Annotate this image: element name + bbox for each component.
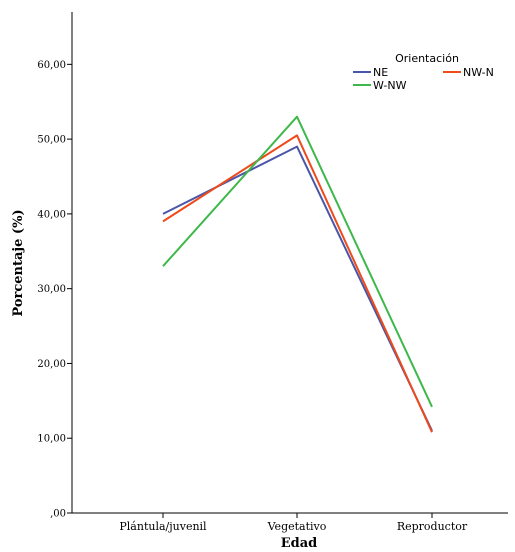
y-tick-label: 30,00: [37, 284, 66, 295]
legend-label: NE: [373, 66, 388, 79]
y-tick-label: 50,00: [37, 135, 66, 146]
legend-label: NW-N: [463, 66, 494, 79]
x-tick-label: Plántula/juvenil: [119, 520, 207, 533]
y-tick-label: 20,00: [37, 359, 66, 370]
x-tick-label: Vegetativo: [267, 520, 327, 533]
y-tick-label: 60,00: [37, 60, 66, 71]
series-line-nw-n: [162, 134, 433, 433]
legend-label: W-NW: [373, 79, 407, 92]
y-axis-title: Porcentaje (%): [11, 209, 26, 316]
x-ticks: Plántula/juvenil Vegetativo Reproductor: [119, 513, 468, 533]
series-lines: [162, 115, 433, 433]
x-tick-label: Reproductor: [397, 520, 468, 533]
y-tick-label: 10,00: [37, 434, 66, 445]
chart-axes: [71, 12, 508, 514]
x-axis-title: Edad: [281, 536, 318, 551]
series-line-ne: [162, 145, 433, 432]
y-tick-label: 40,00: [37, 209, 66, 220]
y-tick-label: ,00: [50, 509, 66, 520]
y-ticks: ,00 10,00 20,00 30,00 40,00 50,00 60,00: [37, 60, 72, 520]
legend-title: Orientación: [395, 52, 459, 65]
series-line-w-nw: [162, 115, 433, 408]
chart-legend: Orientación NE NW-N W-NW: [353, 52, 494, 92]
